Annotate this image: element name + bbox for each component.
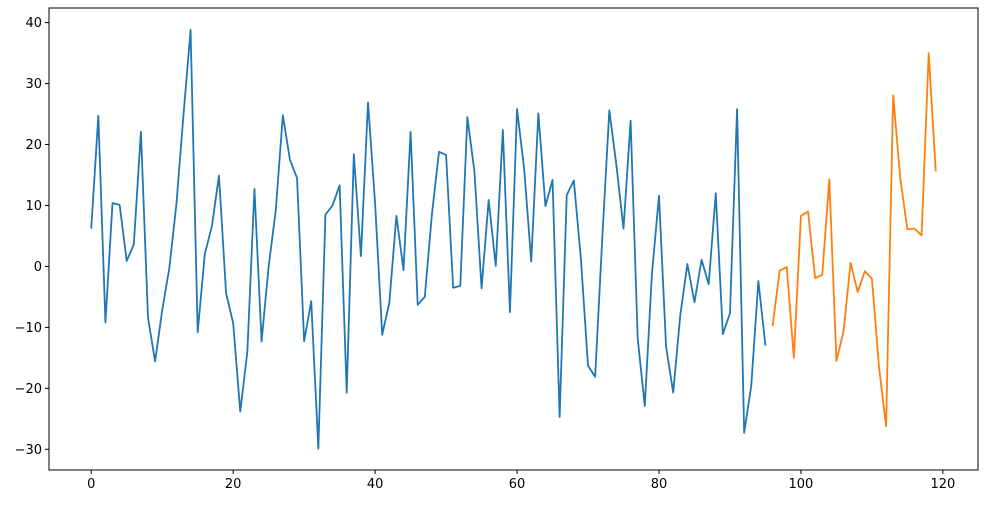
y-tick-label: −20 — [15, 382, 42, 397]
y-tick-label: 20 — [25, 138, 42, 153]
x-tick-label: 60 — [509, 477, 526, 492]
y-tick-label: 40 — [25, 16, 42, 31]
y-axis: −30 −20 −10 0 10 20 30 40 — [15, 16, 49, 458]
x-tick-label: 20 — [225, 477, 242, 492]
plot-frame — [48, 7, 979, 471]
y-tick-label: 30 — [25, 77, 42, 92]
x-tick-label: 0 — [87, 477, 95, 492]
series-layer — [90, 29, 937, 450]
y-tick-label: −10 — [15, 321, 42, 336]
series-line-1 — [771, 52, 937, 428]
y-tick-label: 0 — [34, 260, 42, 275]
x-tick-label: 100 — [789, 477, 814, 492]
y-tick-label: −30 — [15, 443, 42, 458]
x-axis: 0 20 40 60 80 100 120 — [87, 470, 955, 492]
x-tick-label: 40 — [367, 477, 384, 492]
x-tick-label: 120 — [930, 477, 955, 492]
series-line-0 — [90, 29, 767, 450]
y-tick-label: 10 — [25, 199, 42, 214]
x-tick-label: 80 — [651, 477, 668, 492]
